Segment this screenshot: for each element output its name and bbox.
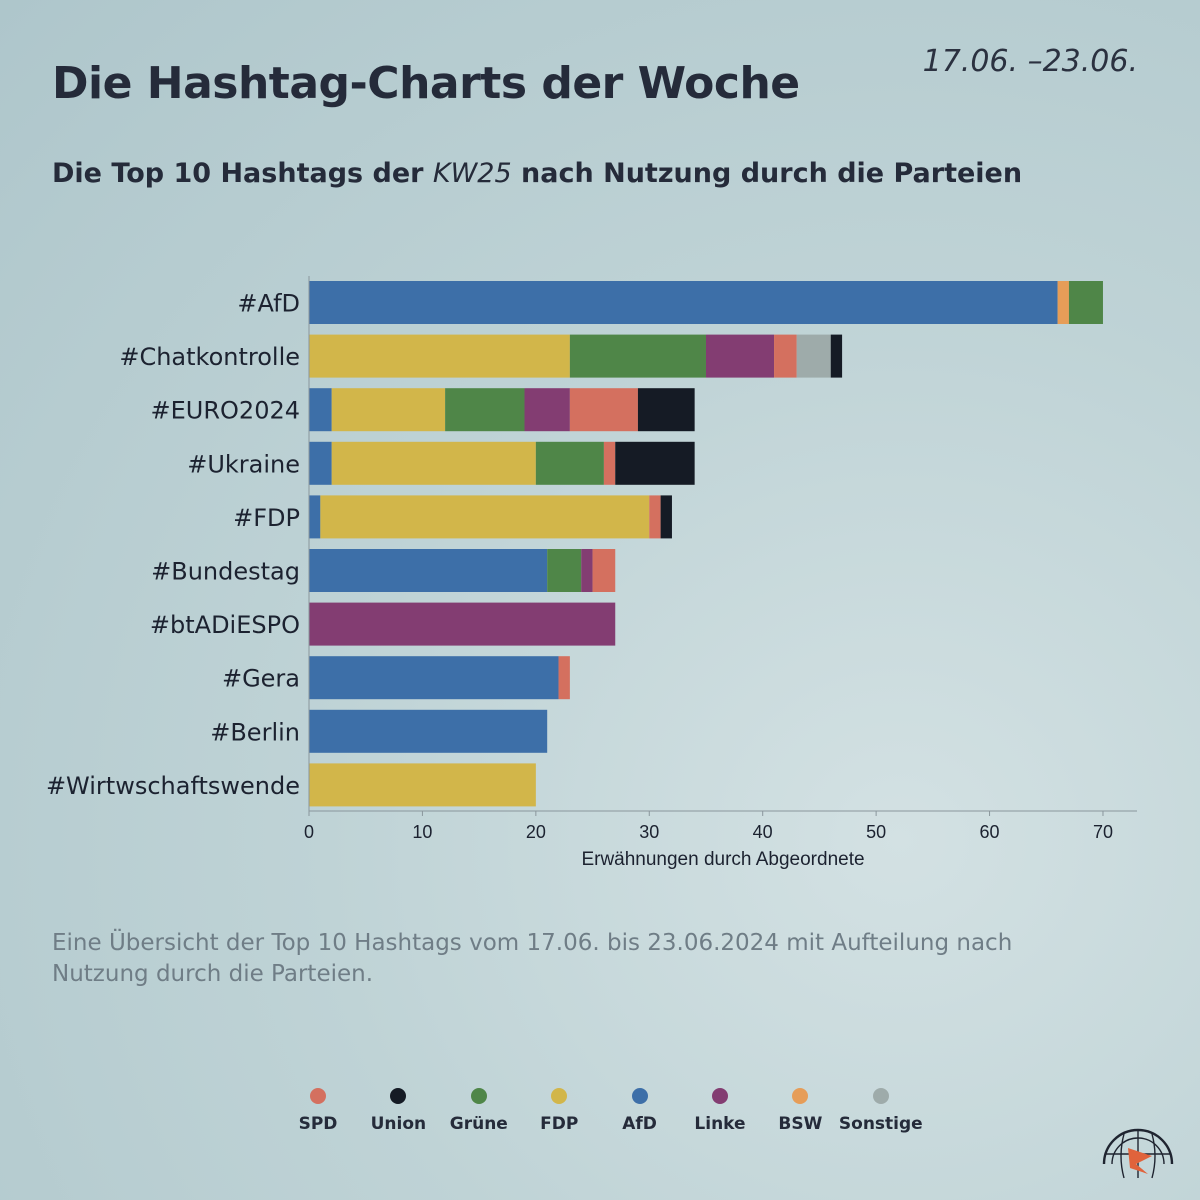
bar-segment <box>796 334 831 378</box>
legend-item: BSW <box>750 1084 850 1134</box>
date-range: 17.06. –23.06. <box>922 44 1138 79</box>
legend-label: Grüne <box>449 1114 508 1134</box>
bar-segment <box>331 388 446 432</box>
bar-segment <box>320 495 650 539</box>
bar-segment <box>558 656 570 700</box>
category-label: #AfD <box>237 290 300 318</box>
bar-segment <box>445 388 525 432</box>
legend-label: SPD <box>298 1114 338 1134</box>
bar-segment <box>331 441 536 485</box>
page-title: Die Hashtag-Charts der Woche <box>52 58 800 109</box>
bar-segment <box>603 441 616 485</box>
x-axis-label: Erwähnungen durch Abgeordnete <box>581 849 864 870</box>
bar-segment <box>1057 281 1069 324</box>
bar-segment <box>309 334 570 378</box>
category-label: #Berlin <box>210 718 300 746</box>
subtitle-post: nach Nutzung durch die Parteien <box>511 158 1023 189</box>
x-tick-label: 50 <box>866 822 886 842</box>
globe-logo-icon <box>1102 1128 1174 1179</box>
category-label: #Bundestag <box>151 558 300 586</box>
legend-dot <box>792 1088 809 1104</box>
legend-dot <box>470 1088 487 1104</box>
bar-segment <box>774 334 797 378</box>
x-tick-label: 0 <box>304 822 314 842</box>
x-tick-label: 40 <box>753 822 773 842</box>
legend-item: Union <box>348 1084 448 1134</box>
legend-dot <box>631 1088 648 1104</box>
bar-segment <box>309 709 548 753</box>
legend: SPD Union Grüne FDP AfD Linke BSW Sonstige <box>0 1084 1200 1144</box>
legend-dot <box>310 1088 326 1104</box>
bar-segment <box>569 334 706 378</box>
bar-segment <box>547 549 582 592</box>
category-label: #FDP <box>233 504 300 532</box>
bar-segment <box>524 388 570 432</box>
category-label: #Gera <box>222 665 300 693</box>
legend-item: SPD <box>268 1084 368 1134</box>
legend-item: Grüne <box>429 1084 529 1134</box>
bar-segment <box>1068 281 1103 324</box>
subtitle-pre: Die Top 10 Hashtags der <box>52 158 433 189</box>
x-tick-label: 30 <box>639 822 659 842</box>
legend-label: BSW <box>778 1114 823 1134</box>
category-label: #Ukraine <box>187 450 300 478</box>
chart-caption: Eine Übersicht der Top 10 Hashtags vom 1… <box>52 930 1013 987</box>
bar-segment <box>637 388 695 432</box>
legend-dot <box>551 1088 568 1104</box>
category-label: #EURO2024 <box>151 397 300 425</box>
category-label: #btADiESPO <box>150 611 300 639</box>
bar-segment <box>309 763 536 807</box>
x-tick-label: 20 <box>526 822 546 842</box>
legend-item: Linke <box>670 1084 770 1134</box>
category-label: #Wirtwschaftswende <box>46 772 300 800</box>
bar-segment <box>660 495 672 539</box>
legend-label: Union <box>370 1114 427 1134</box>
bar-segment <box>569 388 638 432</box>
x-tick-label: 70 <box>1093 822 1113 842</box>
bar-segment <box>592 549 616 592</box>
bar-segment <box>581 549 593 592</box>
subtitle-week: KW25 <box>432 158 512 189</box>
bar-segment <box>649 495 661 539</box>
bar-segment <box>309 388 332 432</box>
bar-segment <box>309 549 548 592</box>
legend-dot <box>712 1088 728 1104</box>
legend-label: Sonstige <box>838 1114 923 1134</box>
legend-label: Linke <box>694 1114 746 1134</box>
bar-segment <box>309 495 321 539</box>
legend-label: AfD <box>622 1114 657 1134</box>
category-label: #Chatkontrolle <box>119 343 300 371</box>
legend-item: FDP <box>509 1084 609 1134</box>
legend-item: Sonstige <box>831 1084 931 1134</box>
x-tick-label: 10 <box>412 822 432 842</box>
legend-dot <box>872 1088 889 1104</box>
legend-label: FDP <box>540 1114 579 1134</box>
bar-segment <box>309 281 1058 324</box>
x-tick-label: 60 <box>980 822 1000 842</box>
chart-subtitle: Die Top 10 Hashtags der KW25 nach Nutzun… <box>52 158 1022 189</box>
legend-item: AfD <box>590 1084 690 1134</box>
bar-segment <box>615 441 695 485</box>
stacked-bar-chart: #AfD #Chatkontrolle #EURO2024 #Ukraine #FDP #… <box>46 276 1137 870</box>
bar-segment <box>535 441 604 485</box>
bar-segment <box>309 656 559 700</box>
bar-segment <box>705 334 775 378</box>
bar-segment <box>309 602 616 646</box>
bar-segment <box>830 334 843 378</box>
bar-segment <box>309 441 332 485</box>
legend-dot <box>390 1088 407 1104</box>
